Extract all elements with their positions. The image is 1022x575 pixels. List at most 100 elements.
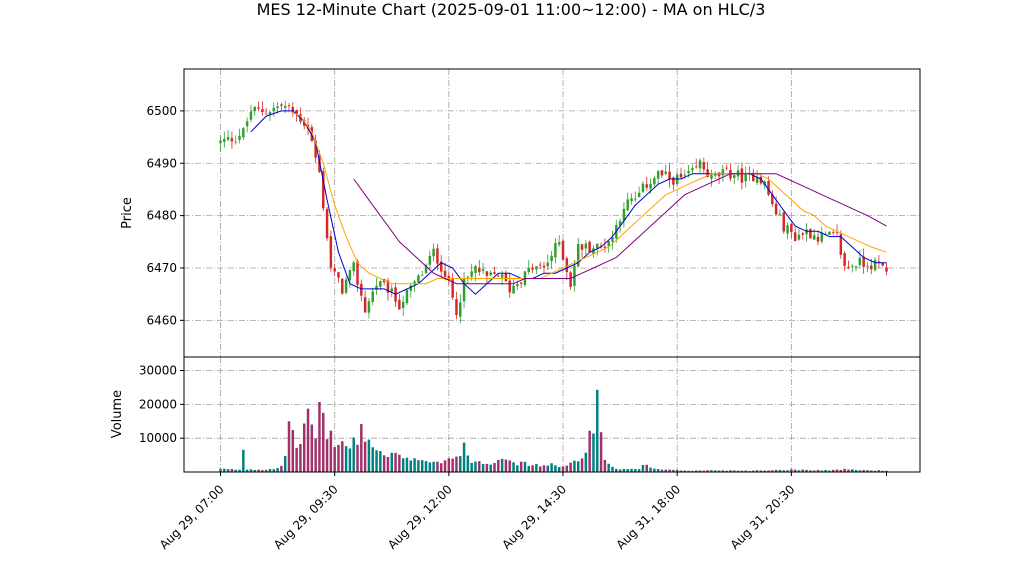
candle-body bbox=[538, 264, 542, 266]
volume-bar bbox=[706, 470, 709, 472]
moving-average-line bbox=[353, 173, 887, 285]
candle-body bbox=[793, 232, 797, 242]
volume-bar bbox=[634, 469, 637, 472]
candle-body bbox=[752, 172, 755, 182]
x-tick-label: Aug 29, 09:30 bbox=[271, 482, 341, 552]
candle-body bbox=[866, 265, 869, 267]
volume-bar bbox=[413, 458, 416, 472]
candle-body bbox=[550, 255, 553, 262]
candle-body bbox=[782, 212, 785, 232]
candle-body bbox=[508, 280, 511, 293]
candle-body bbox=[725, 167, 728, 169]
volume-bar bbox=[873, 470, 877, 472]
volume-bar bbox=[596, 389, 599, 472]
candle-body bbox=[398, 299, 401, 310]
candle-body bbox=[386, 280, 390, 293]
volume-bar bbox=[599, 432, 603, 472]
candle-body bbox=[710, 174, 713, 179]
volume-bar bbox=[577, 461, 580, 472]
moving-average-line bbox=[250, 110, 887, 295]
volume-bar bbox=[835, 469, 839, 472]
volume-bar bbox=[561, 466, 565, 472]
volume-bar bbox=[295, 447, 298, 472]
candle-body bbox=[847, 266, 850, 268]
candle-body bbox=[390, 288, 393, 292]
candle-body bbox=[481, 269, 485, 271]
volume-bar bbox=[497, 459, 500, 472]
volume-bar bbox=[763, 470, 766, 472]
candle-body bbox=[580, 244, 584, 250]
volume-bar bbox=[280, 465, 283, 472]
volume-bar bbox=[866, 470, 869, 472]
candle-body bbox=[489, 272, 492, 276]
volume-bar bbox=[687, 470, 690, 472]
candle-body bbox=[375, 285, 378, 290]
volume-bar bbox=[839, 469, 843, 472]
candle-body bbox=[341, 279, 344, 294]
candle-body bbox=[272, 107, 276, 111]
candle-body bbox=[219, 140, 222, 144]
volume-bar bbox=[668, 469, 671, 472]
price-y-tick-label: 6500 bbox=[146, 104, 177, 118]
moving-average-line bbox=[288, 110, 887, 285]
volume-bar bbox=[793, 469, 797, 472]
volume-bar bbox=[675, 469, 679, 472]
volume-bar bbox=[656, 469, 660, 472]
volume-bar bbox=[352, 437, 355, 472]
candle-body bbox=[238, 135, 241, 140]
candle-body bbox=[329, 236, 333, 268]
x-tick-label: Aug 29, 07:00 bbox=[157, 482, 227, 552]
price-axis-label: Price bbox=[120, 197, 135, 229]
price-y-tick-label: 6490 bbox=[146, 156, 177, 170]
candle-body bbox=[801, 233, 805, 235]
volume-bar bbox=[672, 469, 675, 472]
volume-bar bbox=[398, 454, 401, 472]
price-y-tick-label: 6460 bbox=[146, 313, 177, 327]
candle-body bbox=[443, 270, 447, 277]
x-tick-label: Aug 29, 12:00 bbox=[385, 482, 455, 552]
candle-body bbox=[748, 172, 751, 174]
candle-body bbox=[870, 265, 873, 270]
candle-body bbox=[862, 256, 865, 267]
volume-bar bbox=[439, 463, 443, 472]
volume-bar bbox=[877, 470, 881, 472]
volume-bar bbox=[755, 470, 759, 472]
candlestick-series bbox=[219, 100, 888, 324]
candle-body bbox=[531, 267, 534, 270]
candle-body bbox=[462, 278, 466, 302]
candle-body bbox=[276, 106, 279, 109]
candle-body bbox=[618, 221, 622, 226]
candle-body bbox=[683, 174, 687, 176]
candle-body bbox=[653, 177, 656, 185]
volume-bar bbox=[512, 462, 515, 472]
candle-body bbox=[717, 172, 721, 177]
candle-body bbox=[561, 240, 565, 260]
volume-bar bbox=[542, 465, 546, 472]
volume-bar bbox=[409, 460, 413, 472]
volume-bar bbox=[481, 463, 485, 472]
candle-body bbox=[607, 240, 610, 247]
volume-bar bbox=[329, 430, 333, 472]
volume-bar bbox=[535, 463, 538, 472]
volume-bar bbox=[470, 462, 473, 472]
volume-bar bbox=[466, 455, 470, 472]
candle-body bbox=[356, 261, 359, 285]
volume-bar bbox=[721, 470, 725, 472]
volume-bar bbox=[786, 470, 789, 472]
candle-body bbox=[226, 136, 230, 140]
volume-bar bbox=[729, 470, 732, 472]
candle-body bbox=[592, 248, 595, 254]
candle-body bbox=[337, 272, 340, 278]
candle-body bbox=[786, 225, 789, 234]
volume-bar bbox=[854, 470, 858, 472]
candle-body bbox=[504, 273, 508, 282]
volume-bar bbox=[592, 433, 595, 472]
candle-body bbox=[478, 267, 481, 273]
candle-body bbox=[851, 265, 854, 267]
candle-body bbox=[831, 231, 835, 233]
volume-bar bbox=[778, 469, 782, 472]
candle-body bbox=[630, 198, 633, 202]
candle-body bbox=[660, 170, 664, 176]
candle-body bbox=[740, 168, 744, 183]
candle-body bbox=[428, 256, 432, 265]
